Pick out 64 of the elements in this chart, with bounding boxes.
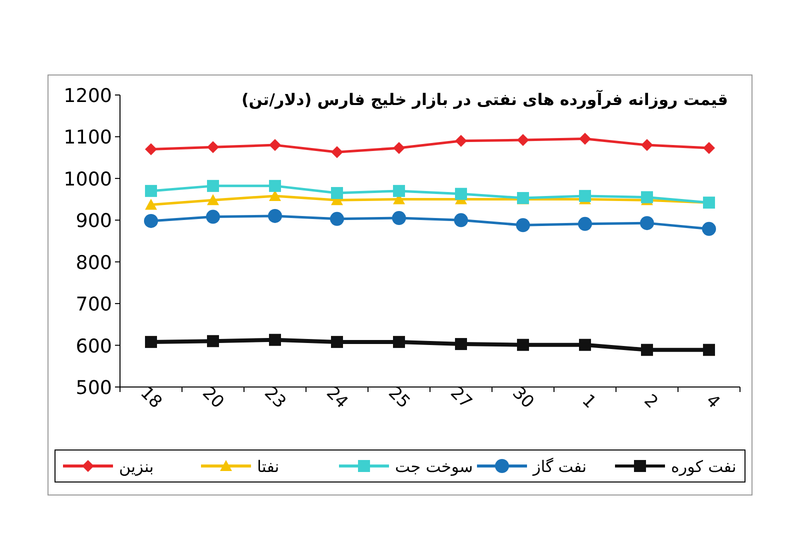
x-tick-label: 1 <box>578 390 600 413</box>
point <box>641 191 653 204</box>
point <box>640 216 654 230</box>
x-tick-label: 20 <box>198 383 228 413</box>
x-tick-label: 30 <box>508 383 538 413</box>
point <box>207 141 219 154</box>
point <box>516 218 530 232</box>
point <box>331 187 343 200</box>
legend-label: نفت گاز <box>532 457 587 476</box>
point <box>269 180 281 192</box>
point <box>641 139 653 152</box>
y-tick-label: 700 <box>76 294 112 316</box>
point <box>455 134 467 147</box>
x-tick-label: 2 <box>640 390 662 413</box>
point <box>702 222 716 236</box>
point <box>579 132 591 145</box>
point <box>207 335 219 348</box>
point <box>579 338 591 351</box>
y-tick-label: 900 <box>76 210 112 232</box>
point <box>579 190 591 202</box>
point <box>331 336 343 348</box>
point <box>578 216 592 231</box>
x-tick-label: 23 <box>260 383 290 413</box>
x-tick-label: 25 <box>384 383 414 413</box>
y-tick-label: 800 <box>76 252 112 274</box>
x-tick-label: 4 <box>702 390 724 413</box>
point <box>268 208 282 223</box>
x-tick-label: 27 <box>446 383 476 413</box>
point <box>393 336 405 348</box>
legend-label: نفتا <box>257 457 280 476</box>
chart-title: قیمت روزانه فرآورده های نفتی در بازار خلیج فارس (دلار/تن) <box>241 89 728 109</box>
legend-label: سوخت جت <box>395 457 473 476</box>
x-tick-label: 18 <box>136 383 166 413</box>
point <box>392 211 406 226</box>
point <box>269 334 281 346</box>
point <box>207 180 219 192</box>
x-tick-label: 24 <box>322 383 352 413</box>
point <box>207 194 219 206</box>
point <box>144 214 158 228</box>
y-tick-label: 1200 <box>64 85 112 107</box>
y-tick-label: 1100 <box>64 126 112 149</box>
point <box>517 134 529 146</box>
point <box>145 198 157 210</box>
point <box>641 344 653 356</box>
point <box>517 338 529 351</box>
point <box>145 143 157 156</box>
legend-label: بنزین <box>119 457 154 476</box>
point <box>206 210 220 224</box>
point <box>330 212 344 226</box>
legend-label: نفت کوره <box>671 457 736 476</box>
point <box>703 344 715 356</box>
y-tick-label: 500 <box>76 377 112 399</box>
point <box>145 184 157 197</box>
point <box>269 139 281 152</box>
point <box>455 188 467 200</box>
point <box>145 336 157 348</box>
point <box>331 146 343 158</box>
y-tick-label: 1000 <box>64 168 112 190</box>
point <box>393 184 405 197</box>
point <box>455 338 467 350</box>
point <box>454 213 468 228</box>
y-tick-label: 600 <box>76 335 112 358</box>
point <box>703 142 715 154</box>
point <box>393 142 405 154</box>
